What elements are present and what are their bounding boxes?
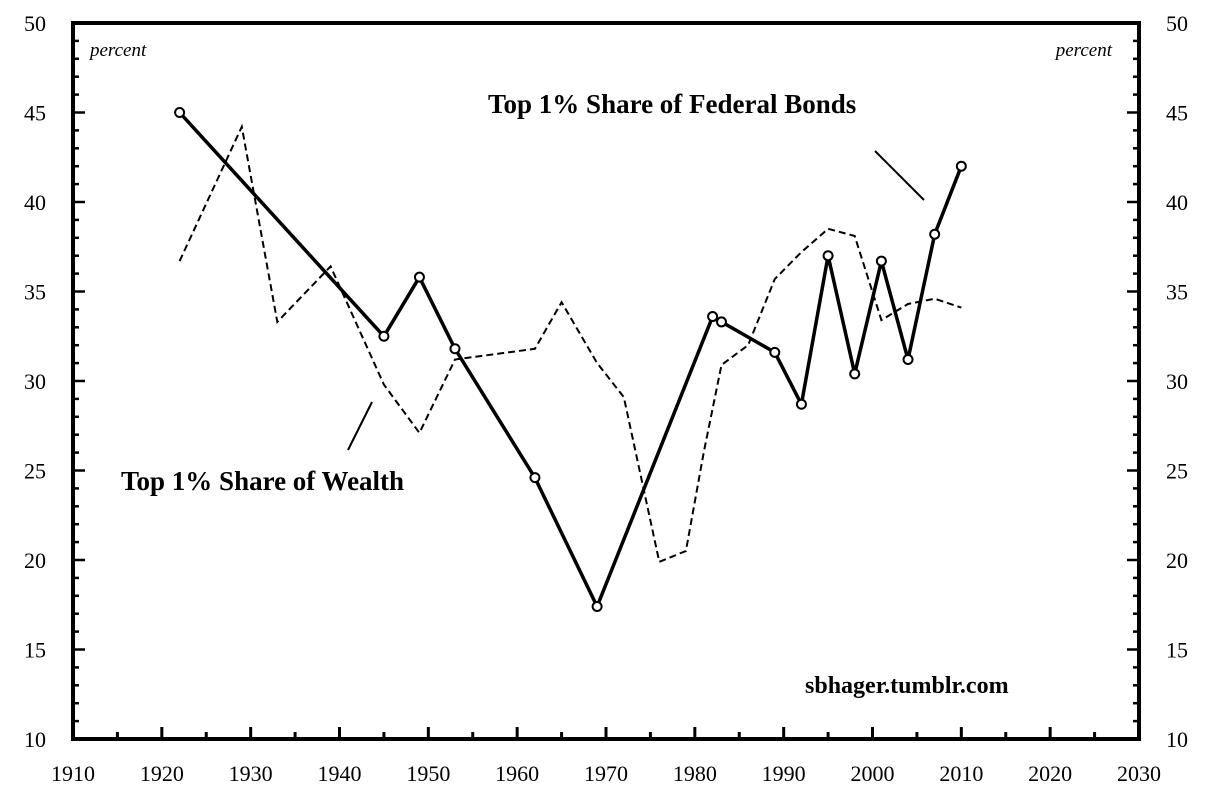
x-tick-label: 2020 [1028,761,1072,786]
source-credit: sbhager.tumblr.com [805,673,1009,699]
bonds-series-line [178,111,963,611]
wealth-annotation-pointer [347,401,373,451]
y-tick-label-right: 15 [1166,638,1188,663]
bonds-series-annotation: Top 1% Share of Federal Bonds [488,89,856,119]
x-tick-label: 2010 [939,761,983,786]
y-tick-label-left: 35 [24,280,46,305]
y-tick-label-right: 20 [1166,548,1188,573]
bonds-data-point [902,354,914,366]
y-tick-label-left: 15 [24,638,46,663]
wealth-series-annotation: Top 1% Share of Wealth [121,466,404,496]
right-unit-label: percent [1054,40,1113,61]
x-tick-label: 1980 [673,761,717,786]
y-tick-label-left: 50 [24,11,46,36]
left-unit-label: percent [88,40,147,61]
bonds-data-point [822,250,834,262]
bonds-data-point [875,255,887,267]
bonds-data-point [955,160,967,172]
y-tick-label-right: 40 [1166,190,1188,215]
bonds-data-point [529,472,541,484]
bonds-data-point [707,311,719,323]
y-tick-label-right: 30 [1166,369,1188,394]
y-tick-label-left: 20 [24,548,46,573]
y-tick-label-right: 45 [1166,101,1188,126]
x-tick-label: 2000 [851,761,895,786]
x-tick-label: 1930 [229,761,273,786]
x-tick-label: 1960 [495,761,539,786]
x-tick-label: 1970 [584,761,628,786]
wealth-series-line [178,123,962,564]
plot-frame [71,21,1141,741]
bonds-data-point [795,398,807,410]
bonds-data-point [413,271,425,283]
bonds-data-point [715,316,727,328]
x-tick-label: 1950 [406,761,450,786]
y-tick-label-left: 40 [24,190,46,215]
axis-tick-labels: 1910 1920 1930 1940 1950 1960 1970 1980 1990 2000… [24,11,1188,786]
x-tick-label: 1990 [762,761,806,786]
x-tick-label: 1920 [140,761,184,786]
bonds-data-point [929,228,941,240]
bonds-data-point [378,330,390,342]
y-tick-label-right: 35 [1166,280,1188,305]
axis-ticks [71,21,1141,741]
y-tick-label-right: 50 [1166,11,1188,36]
bonds-data-point [449,343,461,355]
x-tick-label: 2030 [1117,761,1161,786]
x-tick-label: 1910 [51,761,95,786]
x-tick-label: 1940 [318,761,362,786]
bonds-annotation-pointer [874,150,925,201]
plot-series [174,107,967,613]
y-tick-label-left: 25 [24,459,46,484]
y-tick-label-left: 30 [24,369,46,394]
bonds-data-point [849,368,861,380]
bonds-data-point [769,346,781,358]
y-tick-label-left: 10 [24,727,46,752]
y-tick-label-left: 45 [24,101,46,126]
y-tick-label-right: 25 [1166,459,1188,484]
bonds-data-point [174,107,186,118]
y-tick-label-right: 10 [1166,727,1188,752]
bonds-data-point [591,601,603,613]
